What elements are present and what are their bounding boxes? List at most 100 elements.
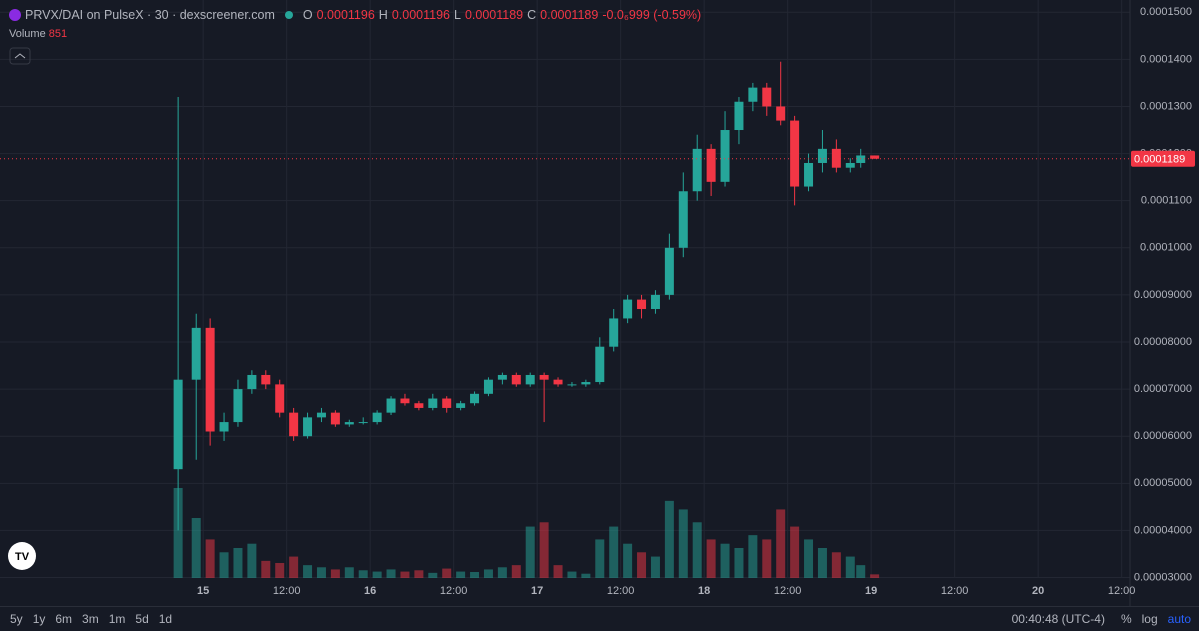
volume-bar: [595, 539, 605, 578]
candle-body: [637, 299, 647, 310]
volume-bar: [790, 526, 800, 578]
candle-body: [804, 162, 814, 187]
x-tick-label: 19: [865, 585, 877, 597]
toolbar: 5y 1y 6m 3m 1m 5d 1d 00:40:48 (UTC-4)% log auto: [0, 606, 1199, 631]
volume-bar: [442, 568, 452, 578]
candle-body: [734, 101, 744, 131]
volume-bar: [330, 569, 340, 578]
axis-option[interactable]: %: [1120, 612, 1132, 626]
candle-body: [790, 120, 800, 187]
period-button[interactable]: 5d: [135, 612, 149, 626]
candle-body: [497, 374, 507, 380]
y-tick-label: 0.00008000: [1134, 336, 1192, 348]
candle-body: [595, 346, 605, 383]
volume-bar: [316, 567, 326, 578]
candle-body: [483, 379, 493, 394]
volume-bar: [233, 548, 243, 578]
candle-body: [845, 162, 855, 168]
volume-value: 851: [48, 28, 68, 40]
volume-bar: [553, 565, 563, 578]
x-tick-label: 12:00: [607, 585, 635, 597]
tv-logo: [8, 542, 36, 570]
volume-bar: [456, 571, 466, 578]
volume-bar: [664, 500, 674, 578]
volume-bar: [372, 571, 382, 578]
candle-body: [776, 106, 786, 121]
volume-bar: [776, 509, 786, 578]
tv-logo-mark: TV: [15, 551, 30, 563]
collapse-button[interactable]: [9, 47, 31, 65]
candle-body: [386, 398, 396, 413]
candle-body: [623, 299, 633, 319]
candle-body: [191, 327, 201, 380]
header: PRVX/DAI on PulseX · 30 · dexscreener.co…: [9, 8, 701, 22]
change: -0.0₆999 (-0.59%): [602, 8, 702, 22]
x-tick-label: 12:00: [774, 585, 802, 597]
volume-bar: [219, 552, 229, 578]
y-tick-label: 0.0001400: [1140, 53, 1192, 65]
token-icon: [9, 9, 21, 21]
y-tick-label: 0.00005000: [1134, 477, 1192, 489]
candle-body: [400, 398, 410, 404]
volume-bar: [205, 539, 215, 578]
volume-bar: [831, 552, 841, 578]
y-tick-label: 0.00007000: [1134, 383, 1192, 395]
volume-bar: [817, 548, 827, 578]
ohlc-key: C: [527, 8, 537, 22]
volume-bar: [804, 539, 814, 578]
candle-body: [720, 130, 730, 182]
candle-body: [706, 148, 716, 182]
candle-body: [650, 294, 660, 310]
volume-legend: Volume 851: [9, 28, 67, 40]
candle-body: [303, 417, 313, 437]
period-button[interactable]: 1y: [32, 612, 46, 626]
last-price-label: 0.0001189: [1134, 154, 1185, 166]
period-button[interactable]: 5y: [10, 612, 23, 626]
candle-body: [330, 412, 340, 425]
candle-body: [511, 374, 521, 385]
y-tick-label: 0.00003000: [1134, 571, 1192, 583]
axis-option[interactable]: auto: [1167, 612, 1191, 626]
period-button[interactable]: 3m: [82, 612, 99, 626]
candle-body: [692, 148, 702, 192]
volume-bar: [720, 543, 730, 578]
candle-body: [553, 379, 563, 385]
x-tick-label: 17: [531, 585, 543, 597]
volume-bar: [650, 556, 660, 578]
x-tick-label: 12:00: [941, 585, 969, 597]
volume-bar: [275, 563, 285, 578]
x-tick-label: 12:00: [440, 585, 468, 597]
period-button[interactable]: 1d: [158, 612, 173, 626]
last-price-tag: [1131, 150, 1195, 167]
candle-body: [219, 422, 229, 432]
volume-bar: [525, 526, 535, 578]
volume-bar: [344, 567, 354, 578]
volume-bar: [497, 567, 507, 578]
volume-bar: [289, 556, 299, 578]
candle-body: [456, 403, 466, 408]
volume-bar: [261, 560, 271, 578]
y-tick-label: 0.00009000: [1134, 289, 1192, 301]
period-button[interactable]: 6m: [55, 612, 73, 626]
volume-bar: [567, 571, 577, 578]
volume-bar: [706, 539, 716, 578]
candle-body: [609, 318, 619, 347]
candle-body: [247, 374, 257, 390]
period-button[interactable]: 1m: [108, 612, 126, 626]
axis-option[interactable]: log: [1141, 612, 1158, 626]
ohlc-key: L: [454, 8, 461, 22]
y-tick-label: 0.00004000: [1134, 524, 1192, 536]
candle-body: [205, 327, 215, 432]
volume-bar: [734, 548, 744, 578]
volume-bar: [609, 526, 619, 578]
candle-body: [275, 384, 285, 413]
candle-body: [817, 148, 827, 163]
volume-bar: [386, 569, 396, 578]
volume-bar: [303, 565, 313, 578]
volume-bar: [400, 571, 410, 578]
candle-body: [567, 384, 577, 386]
candle-body: [581, 382, 591, 385]
collapse-icon: [14, 53, 26, 59]
candle-body: [678, 191, 688, 248]
